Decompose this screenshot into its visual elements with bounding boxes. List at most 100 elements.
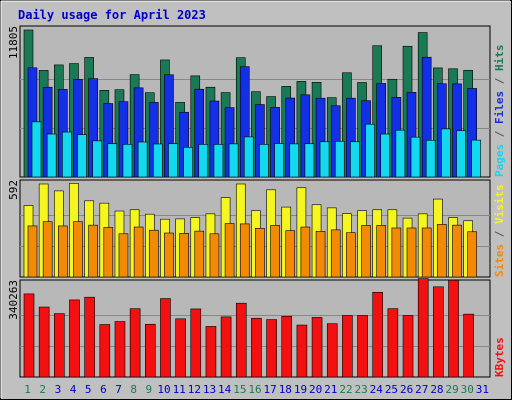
bar-kbytes-day-2 [38,306,50,378]
x-tick-label: 29 [445,383,458,396]
bar-pages-day-26 [410,136,421,178]
bar-kbytes-day-10 [160,298,171,378]
bar-pages-day-18 [289,143,300,178]
bar-kbytes-day-18 [281,316,293,378]
bar-kbytes-day-12 [190,308,202,378]
legend-entry: Sites [493,244,506,277]
bar-sites-day-5 [88,224,98,278]
x-tick-label: 15 [233,383,246,396]
x-tick-label: 3 [55,383,62,396]
bar-pages-day-9 [152,143,163,178]
bar-pages-day-6 [107,143,118,178]
x-tick-label: 22 [339,383,352,396]
bar-pages-day-24 [380,133,391,178]
bar-kbytes-day-8 [129,308,141,378]
bar-kbytes-day-24 [372,291,384,378]
x-tick-label: 16 [248,383,261,396]
x-tick-label: 14 [218,383,232,396]
x-tick-label: 5 [85,383,92,396]
bar-pages-day-13 [213,144,224,178]
x-tick-label: 7 [115,383,122,396]
bar-sites-day-26 [406,227,417,278]
x-tick-label: 18 [279,383,292,396]
x-tick-label: 20 [309,383,322,396]
bar-pages-day-15 [243,136,254,178]
bar-sites-day-19 [300,226,311,278]
bar-sites-day-30 [467,231,477,278]
bar-pages-day-16 [259,144,269,178]
bar-pages-day-25 [395,129,406,178]
legend-entry: Pages [493,144,506,177]
bar-sites-day-14 [224,223,235,278]
bar-sites-day-11 [179,233,189,278]
legend-hits: Pages / Files / Hits [493,45,506,178]
bar-kbytes-day-23 [357,315,368,378]
x-tick-label: 24 [370,383,384,396]
bar-kbytes-day-15 [235,302,247,378]
bar-kbytes-day-30 [463,313,474,378]
legend-kbytes: KBytes [493,337,506,377]
x-tick-label: 27 [415,383,428,396]
bar-pages-day-23 [365,123,375,178]
bar-kbytes-day-7 [114,321,126,378]
bar-sites-day-23 [361,225,371,278]
x-tick-label: 11 [173,383,186,396]
bar-kbytes-day-21 [326,323,338,378]
bar-sites-day-29 [452,224,462,278]
bar-pages-day-30 [471,139,481,178]
bar-kbytes-day-25 [387,308,399,378]
chart-title: Daily usage for April 2023 [18,8,206,22]
x-tick-label: 8 [130,383,137,396]
bar-pages-day-2 [46,133,57,178]
x-tick-label: 21 [324,383,337,396]
y-max-label-kbytes: 340263 [7,280,20,320]
bar-sites-day-16 [255,228,265,278]
bar-pages-day-8 [137,141,148,178]
bar-sites-day-20 [315,231,326,278]
bar-pages-day-7 [122,144,133,178]
bar-sites-day-24 [376,225,387,278]
y-max-label-hits: 11805 [7,26,20,59]
bar-kbytes-day-13 [205,326,217,378]
panel-hits: 11805 Pages / Files / Hits [7,25,506,178]
bar-sites-day-3 [58,225,68,278]
bar-sites-day-25 [391,227,402,278]
x-tick-label: 28 [430,383,443,396]
bar-kbytes-day-28 [433,286,444,378]
bar-sites-day-13 [209,233,220,278]
bar-kbytes-day-29 [448,279,459,378]
bar-sites-day-18 [285,230,296,278]
bar-kbytes-day-9 [144,323,156,378]
legend-entry: / [493,124,506,144]
bar-pages-day-5 [92,140,102,178]
bar-sites-day-17 [270,225,280,278]
bar-sites-day-27 [421,227,432,278]
bar-sites-day-6 [103,227,114,278]
bar-kbytes-day-3 [54,313,65,378]
bar-kbytes-day-19 [296,324,308,378]
bar-pages-day-17 [274,143,284,178]
bar-pages-day-4 [77,134,87,178]
bar-kbytes-day-27 [417,278,429,378]
legend-entry: Hits [493,45,506,72]
bar-sites-day-15 [239,223,250,278]
bar-kbytes-day-17 [266,319,277,378]
bar-kbytes-day-11 [175,318,186,378]
bar-sites-day-12 [194,230,205,278]
y-max-label-sites: 592 [7,180,20,200]
bar-kbytes-day-5 [84,296,95,378]
x-tick-label: 6 [100,383,107,396]
bar-sites-day-10 [164,232,174,278]
bar-pages-day-3 [62,131,72,178]
x-tick-label: 9 [146,383,153,396]
bar-sites-day-2 [42,221,53,278]
x-tick-label: 10 [157,383,170,396]
bar-pages-day-21 [334,140,345,178]
bar-kbytes-day-14 [220,316,232,378]
chart-panels: 11805 Pages / Files / Hits 592 Sites / Visi… [7,25,506,396]
bar-pages-day-11 [183,147,193,178]
bar-pages-day-20 [319,141,330,178]
bar-sites-day-21 [330,229,341,278]
legend-entry: Visits [493,184,506,224]
bar-kbytes-day-22 [342,315,353,378]
